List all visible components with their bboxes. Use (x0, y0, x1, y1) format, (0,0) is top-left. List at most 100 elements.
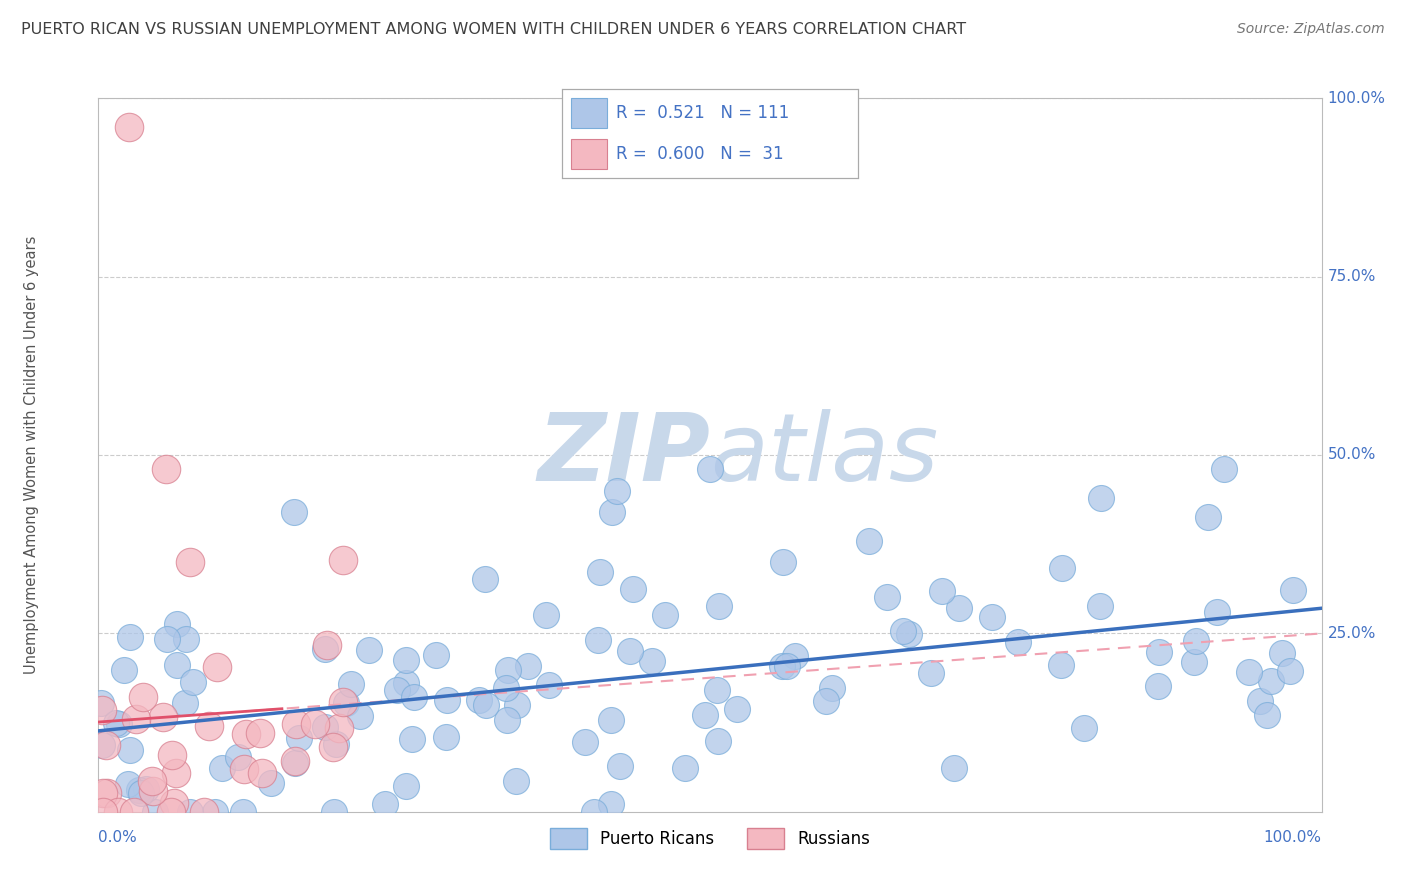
Point (284, 716, 307, 731)
Point (1279, 664, 1302, 678)
Point (395, 779, 418, 793)
Point (693, 707, 716, 722)
Legend: Puerto Ricans, Russians: Puerto Ricans, Russians (541, 820, 879, 857)
Point (621, 582, 644, 596)
Point (181, 674, 204, 689)
Text: R =  0.521   N = 111: R = 0.521 N = 111 (616, 104, 789, 122)
Point (1212, 462, 1234, 476)
Point (260, 776, 283, 790)
Point (385, 682, 408, 697)
Point (1256, 707, 1278, 722)
Point (152, 709, 174, 723)
Point (328, 722, 350, 736)
Point (948, 600, 970, 615)
Text: Unemployment Among Women with Children Under 6 years: Unemployment Among Women with Children U… (24, 235, 38, 674)
Point (606, 483, 628, 498)
Point (600, 713, 623, 727)
Point (325, 737, 347, 751)
Point (589, 565, 612, 579)
Point (898, 627, 921, 641)
Point (91, 805, 114, 819)
Point (131, 786, 153, 800)
Point (120, 742, 142, 756)
Point (124, 712, 146, 726)
Point (942, 761, 965, 775)
Point (401, 731, 423, 746)
Point (537, 677, 560, 691)
Point (654, 607, 676, 622)
Point (141, 774, 163, 789)
Point (179, 555, 201, 569)
Point (159, 805, 181, 819)
Point (359, 643, 381, 657)
Point (134, 782, 156, 797)
Point (322, 805, 344, 819)
Point (120, 630, 142, 644)
Point (143, 805, 166, 819)
Point (166, 617, 188, 632)
Point (105, 716, 128, 731)
Point (283, 505, 305, 519)
Point (284, 754, 307, 768)
Point (858, 533, 880, 548)
Point (232, 762, 254, 776)
Text: 25.0%: 25.0% (1327, 626, 1376, 640)
Point (505, 774, 527, 789)
Point (332, 553, 354, 567)
Point (1007, 635, 1029, 649)
Point (582, 805, 605, 819)
Point (1147, 679, 1170, 693)
Point (374, 797, 396, 811)
Point (91, 703, 114, 717)
Point (132, 690, 155, 704)
Point (1205, 605, 1227, 619)
Point (91, 738, 114, 752)
Point (1073, 721, 1095, 735)
Point (395, 676, 418, 690)
Point (107, 805, 129, 819)
Point (156, 632, 179, 646)
Point (340, 677, 363, 691)
Point (891, 624, 914, 639)
Point (675, 761, 697, 775)
Point (1050, 658, 1073, 673)
Point (322, 740, 344, 755)
Point (232, 805, 254, 819)
Text: 50.0%: 50.0% (1327, 448, 1376, 462)
Point (1237, 665, 1260, 680)
Point (536, 608, 558, 623)
Point (314, 720, 336, 734)
Point (174, 632, 197, 646)
Point (335, 696, 357, 710)
Point (706, 682, 728, 697)
Text: PUERTO RICAN VS RUSSIAN UNEMPLOYMENT AMONG WOMEN WITH CHILDREN UNDER 6 YEARS COR: PUERTO RICAN VS RUSSIAN UNEMPLOYMENT AMO… (21, 22, 966, 37)
Point (586, 633, 609, 648)
Point (706, 733, 728, 747)
Point (160, 748, 183, 763)
Point (1260, 673, 1282, 688)
Point (142, 784, 165, 798)
Point (179, 805, 201, 819)
Point (174, 696, 197, 710)
Point (349, 709, 371, 723)
Bar (571, 98, 607, 128)
Point (235, 727, 257, 741)
Point (920, 665, 942, 680)
Point (252, 765, 274, 780)
Point (205, 660, 228, 674)
Point (128, 783, 150, 797)
Point (314, 642, 336, 657)
Point (495, 681, 517, 695)
Text: ZIP: ZIP (537, 409, 710, 501)
Point (211, 761, 233, 775)
Point (1282, 582, 1305, 597)
Point (395, 653, 418, 667)
Point (776, 659, 799, 673)
Point (436, 692, 458, 706)
Point (163, 796, 186, 810)
Point (249, 726, 271, 740)
Point (516, 658, 538, 673)
Point (814, 694, 837, 708)
Point (316, 638, 339, 652)
Point (785, 649, 807, 664)
